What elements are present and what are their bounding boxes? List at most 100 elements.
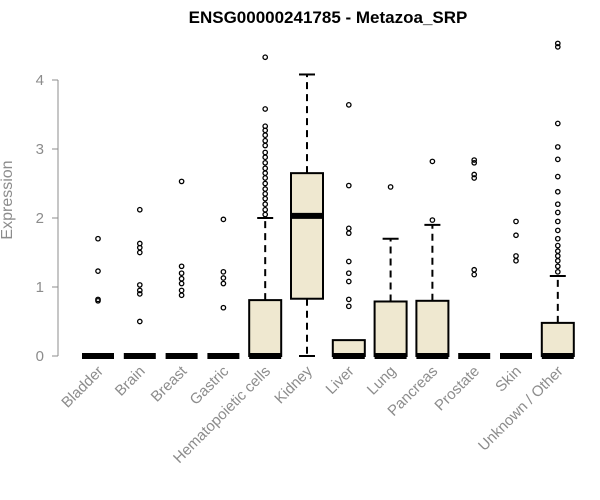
outlier-point xyxy=(471,159,478,166)
outlier-point xyxy=(136,318,143,325)
outlier-point xyxy=(178,280,185,287)
outlier-point xyxy=(136,287,143,294)
outlier-point xyxy=(554,44,561,50)
outlier-point xyxy=(554,173,561,180)
outlier-point xyxy=(178,263,185,270)
box-body xyxy=(415,299,450,357)
outlier-point xyxy=(554,218,561,225)
outlier-point xyxy=(262,195,269,202)
outlier-point xyxy=(262,106,269,112)
outlier-point xyxy=(345,101,352,108)
box-skin xyxy=(500,218,532,359)
box-gastric xyxy=(207,216,240,359)
outlier-point xyxy=(136,282,143,288)
outlier-point xyxy=(262,211,269,218)
outlier-point xyxy=(554,253,561,259)
outlier-point xyxy=(178,270,185,277)
outlier-point xyxy=(262,175,269,181)
outlier-point xyxy=(554,263,561,270)
outlier-point xyxy=(554,242,561,249)
outlier-point xyxy=(471,175,478,181)
x-tick-label: Liver xyxy=(323,363,358,398)
outlier-point xyxy=(262,149,269,156)
y-axis-label: Expression xyxy=(0,160,16,239)
outlier-point xyxy=(554,156,561,163)
outlier-point xyxy=(554,248,561,254)
box-unknown-other xyxy=(540,40,575,359)
outlier-point xyxy=(262,142,269,149)
outlier-point xyxy=(554,257,561,264)
outlier-point xyxy=(262,165,269,172)
outlier-point xyxy=(554,235,561,242)
outlier-point xyxy=(554,188,561,195)
outlier-point xyxy=(387,184,394,190)
outlier-point xyxy=(136,249,143,256)
outlier-point xyxy=(345,182,352,189)
y-axis: 0 1 2 3 4 xyxy=(36,72,59,365)
outlier-point xyxy=(220,280,227,287)
box-hematopoietic-cells xyxy=(248,54,283,359)
outlier-point xyxy=(262,186,269,192)
box-body xyxy=(373,300,408,357)
box-liver xyxy=(331,101,366,359)
chart-title: ENSG00000241785 - Metazoa_SRP xyxy=(189,8,468,27)
x-tick-label: Breast xyxy=(148,362,191,405)
outlier-point xyxy=(262,132,269,139)
outlier-point xyxy=(262,170,269,176)
box-body xyxy=(540,321,575,358)
box-body xyxy=(248,299,283,357)
outlier-point xyxy=(220,268,227,275)
x-tick-label: Skin xyxy=(492,363,525,396)
outlier-point xyxy=(262,54,269,61)
outlier-point xyxy=(262,191,269,197)
outlier-point xyxy=(345,225,352,232)
box-series xyxy=(82,40,575,359)
outlier-point xyxy=(178,275,185,282)
box-lung xyxy=(373,184,408,359)
outlier-point xyxy=(554,209,561,216)
x-tick-label: Brain xyxy=(112,363,149,400)
outlier-point xyxy=(220,216,227,223)
outlier-point xyxy=(513,218,519,225)
outlier-point xyxy=(95,268,101,274)
x-tick-label: Prostate xyxy=(431,363,483,415)
outlier-point xyxy=(345,296,352,303)
outlier-point xyxy=(554,120,561,127)
outlier-point xyxy=(345,270,352,277)
outlier-point xyxy=(554,144,561,150)
outlier-point xyxy=(471,266,478,273)
outlier-point xyxy=(471,171,478,178)
y-tick-label: 4 xyxy=(36,72,44,89)
outlier-point xyxy=(95,296,101,303)
outlier-point xyxy=(136,240,143,247)
outlier-point xyxy=(136,206,143,213)
outlier-point xyxy=(95,235,101,242)
outlier-point xyxy=(513,253,519,259)
box-prostate xyxy=(458,157,491,359)
outlier-point xyxy=(345,303,352,310)
y-tick-label: 2 xyxy=(36,210,44,227)
y-tick-label: 3 xyxy=(36,141,44,158)
outlier-point xyxy=(262,137,269,144)
outlier-point xyxy=(262,159,269,166)
outlier-point xyxy=(554,268,561,275)
outlier-point xyxy=(513,232,519,239)
x-tick-label: Bladder xyxy=(58,363,107,412)
outlier-point xyxy=(262,206,269,213)
outlier-point xyxy=(345,258,352,265)
outlier-point xyxy=(262,154,269,161)
x-tick-label: Lung xyxy=(364,363,400,399)
y-tick-label: 0 xyxy=(36,348,44,365)
outlier-point xyxy=(262,123,269,130)
outlier-point xyxy=(513,257,519,264)
box-body xyxy=(290,172,324,300)
outlier-point xyxy=(471,271,478,278)
box-brain xyxy=(123,206,156,359)
outlier-point xyxy=(345,278,352,285)
outlier-point xyxy=(429,217,436,223)
box-pancreas xyxy=(415,158,450,359)
outlier-point xyxy=(554,40,561,47)
outlier-point xyxy=(429,158,436,165)
